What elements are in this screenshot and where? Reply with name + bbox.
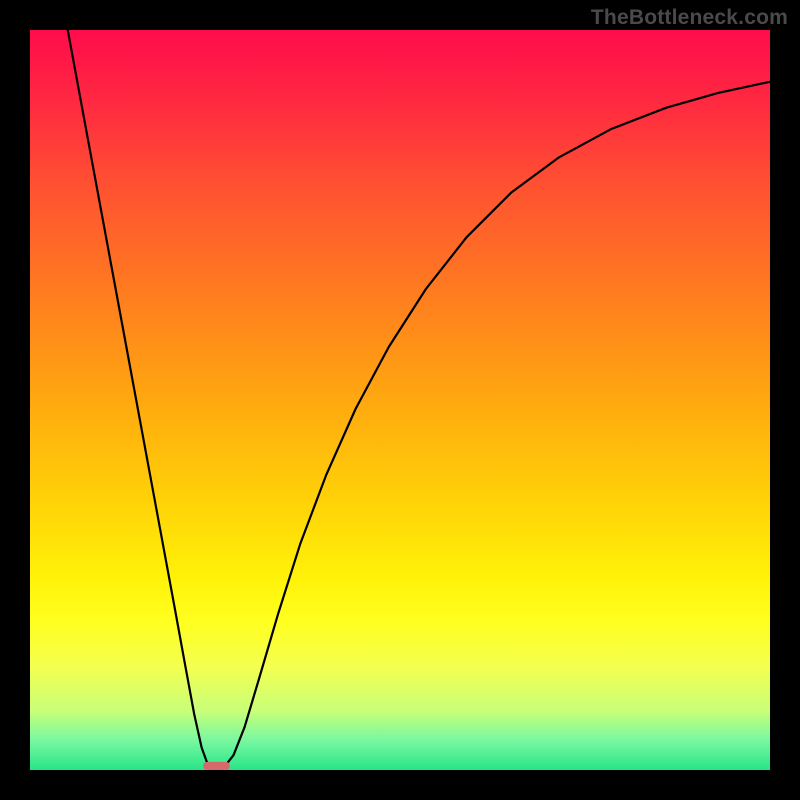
bottleneck-chart: [0, 0, 800, 800]
optimal-marker: [203, 762, 230, 770]
plot-area: [30, 30, 770, 770]
chart-container: TheBottleneck.com: [0, 0, 800, 800]
watermark-text: TheBottleneck.com: [591, 6, 788, 30]
